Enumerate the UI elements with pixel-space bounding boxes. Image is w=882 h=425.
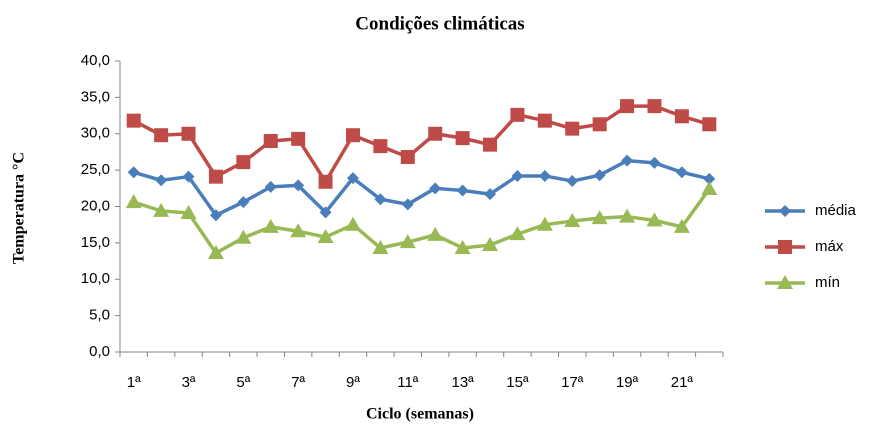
data-point: [456, 184, 469, 197]
x-tick-label: 3ª: [182, 374, 196, 391]
data-point: [154, 128, 169, 143]
data-point: [673, 218, 690, 233]
data-point: [345, 128, 360, 143]
data-point: [290, 223, 307, 238]
data-point: [264, 180, 277, 193]
data-point: [702, 117, 717, 132]
data-point: [208, 169, 223, 184]
data-point: [454, 239, 471, 254]
data-point: [509, 226, 526, 241]
data-point: [621, 154, 634, 167]
x-tick-label: 17ª: [561, 374, 584, 391]
data-point: [372, 239, 389, 254]
data-point: [319, 206, 332, 219]
y-tick-label: 10,0: [81, 270, 110, 287]
legend-marker: [778, 240, 792, 254]
series-line: [132, 104, 710, 184]
x-axis-label: Ciclo (semanas): [366, 406, 474, 423]
data-point: [155, 174, 168, 187]
data-point: [429, 182, 442, 195]
y-tick-label: 30,0: [81, 125, 110, 142]
data-point: [263, 134, 278, 149]
data-point: [180, 205, 197, 220]
data-point: [620, 99, 635, 114]
data-point: [483, 137, 498, 152]
data-point: [592, 117, 607, 132]
data-point: [455, 131, 470, 146]
legend-label: mín: [815, 274, 840, 291]
x-tick-label: 11ª: [397, 374, 419, 391]
series-line: [133, 188, 711, 255]
data-point: [182, 170, 195, 183]
y-tick-label: 25,0: [81, 161, 110, 178]
y-tick-label: 0,0: [89, 343, 110, 360]
data-point: [675, 166, 688, 179]
data-point: [181, 126, 196, 141]
data-point: [674, 109, 689, 124]
x-tick-label: 5ª: [236, 374, 250, 391]
data-point: [126, 113, 141, 128]
series-line: [133, 158, 710, 217]
data-point: [400, 150, 415, 165]
data-point: [291, 131, 306, 146]
data-point: [591, 210, 608, 225]
data-point: [484, 188, 497, 201]
data-point: [701, 181, 718, 196]
data-point: [537, 113, 552, 128]
chart-title: Condições climáticas: [355, 13, 524, 34]
data-point: [235, 229, 252, 244]
y-axis-label: Temperatura °C: [11, 152, 28, 264]
legend-label: máx: [815, 238, 844, 255]
data-point: [317, 229, 334, 244]
data-point: [125, 194, 142, 209]
data-point: [237, 196, 250, 209]
y-tick-label: 15,0: [81, 234, 110, 251]
data-point: [511, 169, 524, 182]
x-tick-label: 21ª: [671, 374, 694, 391]
data-point: [482, 237, 499, 252]
legend-marker: [777, 275, 793, 289]
data-point: [427, 226, 444, 241]
legend-marker: [779, 205, 791, 217]
data-point: [236, 155, 251, 170]
data-point: [401, 198, 414, 211]
data-point: [292, 179, 305, 192]
data-point: [153, 202, 170, 217]
data-point: [209, 209, 222, 222]
data-point: [262, 218, 279, 233]
legend-label: média: [815, 202, 857, 219]
y-tick-label: 35,0: [81, 88, 110, 105]
data-point: [346, 172, 359, 185]
data-point: [207, 245, 224, 260]
x-tick-label: 7ª: [291, 374, 305, 391]
x-tick-label: 13ª: [451, 374, 474, 391]
y-tick-label: 5,0: [89, 307, 110, 324]
data-point: [565, 121, 580, 136]
x-tick-label: 1ª: [127, 374, 141, 391]
data-point: [647, 99, 662, 114]
data-point: [538, 169, 551, 182]
x-tick-label: 15ª: [506, 374, 529, 391]
data-point: [593, 169, 606, 182]
data-point: [374, 193, 387, 206]
data-point: [318, 174, 333, 189]
data-point: [703, 172, 716, 185]
data-point: [399, 234, 416, 249]
data-point: [428, 126, 443, 141]
data-point: [127, 166, 140, 179]
data-point: [648, 156, 661, 169]
x-tick-label: 19ª: [616, 374, 639, 391]
y-tick-label: 20,0: [81, 197, 110, 214]
data-point: [564, 213, 581, 228]
data-point: [566, 175, 579, 188]
x-tick-label: 9ª: [346, 374, 360, 391]
data-point: [510, 107, 525, 122]
data-point: [373, 139, 388, 154]
y-tick-label: 40,0: [81, 52, 110, 69]
data-point: [646, 212, 663, 227]
data-point: [344, 216, 361, 231]
data-point: [536, 216, 553, 231]
data-point: [619, 208, 636, 223]
